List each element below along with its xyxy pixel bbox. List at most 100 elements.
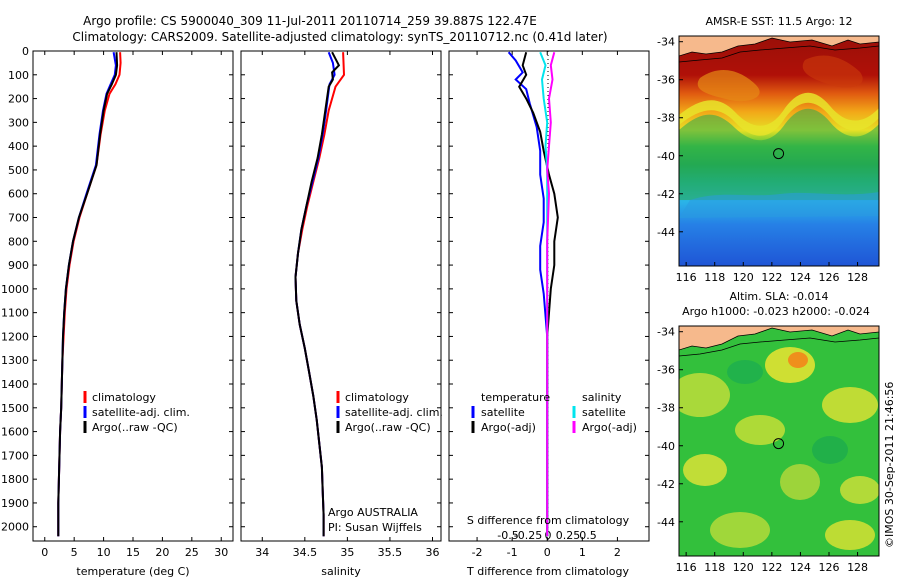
sst-shelf-contour (679, 45, 879, 63)
legend-label-argo: Argo(..raw -QC) (92, 421, 178, 434)
lat-tick-label: -40 (657, 150, 675, 163)
depth-tick-label: 400 (8, 140, 29, 153)
sst-green-meander (679, 108, 879, 200)
sla-land-mask (679, 326, 879, 351)
sst-cool-band (679, 192, 879, 218)
depth-tick-label: 1000 (1, 283, 29, 296)
depth-tick-label: 600 (8, 188, 29, 201)
salinity-difference-axis: -0.5-0.25 0 0.25 0.5 (497, 529, 596, 542)
lon-tick-label: 122 (761, 561, 782, 574)
sla-map-frame (678, 325, 880, 557)
x-tick-label: 0 (41, 546, 48, 559)
series-line-argo-raw-qc- (294, 51, 341, 537)
title-line-2: Climatology: CARS2009. Satellite-adjuste… (72, 30, 607, 44)
sst-map-frame (678, 35, 880, 267)
x-tick-label: 30 (214, 546, 228, 559)
legend-label-t-argo: Argo(-adj) (481, 421, 536, 434)
temperature-series (57, 52, 122, 537)
x-tick-label: 10 (97, 546, 111, 559)
title-line-1: Argo profile: CS 5900040_309 11-Jul-2011… (83, 14, 537, 28)
depth-tick-label: 1700 (1, 449, 29, 462)
x-tick-label: 1 (579, 546, 586, 559)
depth-tick-label: 1600 (1, 426, 29, 439)
lon-tick-label: 128 (847, 561, 868, 574)
sla-anomaly-patch (825, 520, 875, 550)
depth-tick-label: 800 (8, 235, 29, 248)
sst-map-panel: AMSR-E SST: 11.5 Argo: 12 116 118 120 122 12… (657, 15, 880, 284)
x-tick-label: 25 (185, 546, 199, 559)
temperature-axes-box (32, 50, 234, 542)
depth-tick-label: 2000 (1, 521, 29, 534)
series-line-t-satellite (507, 51, 549, 537)
s-tick-label: 0.25 (556, 529, 581, 542)
salinity-legend: climatology satellite-adj. clim. Argo(..… (336, 391, 443, 434)
depth-tick-label: 1100 (1, 307, 29, 320)
s-difference-label: S difference from climatology (467, 514, 630, 527)
sla-high-anomaly (788, 352, 808, 368)
sla-anomaly-patch (683, 454, 727, 486)
sla-anomaly-patch (735, 415, 785, 445)
legend-label-climatology: climatology (345, 391, 409, 404)
credit-label: ©IMOS 30-Sep-2011 21:46:56 (883, 382, 896, 548)
salinity-xlabel: salinity (321, 565, 361, 578)
lat-tick-label: -44 (657, 516, 675, 529)
difference-panel: -2 -1 0 1 2 -0.5-0.25 0 0.25 0.5 S difference f… (448, 50, 650, 578)
sla-low-anomaly (812, 436, 848, 464)
x-tick-label: 34 (255, 546, 269, 559)
legend-label-satellite: satellite-adj. clim. (345, 406, 443, 419)
series-line-s-argo-adj- (546, 51, 556, 537)
sst-warm-eddy (697, 70, 760, 102)
lat-tick-label: -36 (657, 74, 675, 87)
salinity-axes-box (240, 50, 442, 542)
sla-field (679, 326, 879, 556)
legend-label-satellite: satellite-adj. clim. (92, 406, 190, 419)
sst-warm-eddy (802, 55, 863, 88)
legend-title-salinity: salinity (582, 391, 622, 404)
x-tick-label: 2 (614, 546, 621, 559)
lat-tick-label: -42 (657, 478, 675, 491)
lon-tick-label: 118 (704, 271, 725, 284)
sst-longitude-axis: 116 118 120 122 124 126 128 (676, 262, 868, 284)
x-tick-label: -1 (507, 546, 518, 559)
legend-label-t-satellite: satellite (481, 406, 525, 419)
sla-shelf-contour (679, 337, 879, 357)
depth-tick-label: 1500 (1, 402, 29, 415)
x-tick-label: -2 (472, 546, 483, 559)
depth-tick-label: 700 (8, 212, 29, 225)
salinity-series (294, 51, 346, 537)
lon-tick-label: 120 (733, 271, 754, 284)
temperature-xlabel: temperature (deg C) (76, 565, 189, 578)
depth-tick-label: 1400 (1, 378, 29, 391)
sla-anomaly-patch (822, 387, 878, 423)
series-line-t-argo-adj- (518, 51, 559, 537)
sla-longitude-axis: 116 118 120 122 124 126 128 (676, 552, 868, 574)
depth-tick-label: 1900 (1, 497, 29, 510)
lon-tick-label: 124 (790, 561, 811, 574)
lat-tick-label: -44 (657, 226, 675, 239)
sla-latitude-axis: -34 -36 -38 -40 -42 -44 (657, 326, 683, 529)
difference-depth-ticks (449, 50, 649, 528)
difference-axes-box (448, 50, 650, 542)
depth-tick-label: 500 (8, 164, 29, 177)
lon-tick-label: 124 (790, 271, 811, 284)
argo-position-marker (773, 438, 785, 450)
lat-tick-label: -38 (657, 402, 675, 415)
x-tick-label: 34.5 (293, 546, 318, 559)
s-tick-label: -0.5 (497, 529, 518, 542)
depth-tick-label: 1300 (1, 354, 29, 367)
sst-map-title: AMSR-E SST: 11.5 Argo: 12 (705, 15, 852, 28)
depth-tick-label: 300 (8, 116, 29, 129)
series-line-argo-raw-qc- (57, 52, 119, 537)
sst-field (679, 36, 879, 266)
sla-anomaly-patch (840, 476, 879, 504)
sla-anomaly-patch (780, 464, 820, 500)
sla-map-title: Altim. SLA: -0.014 (729, 290, 828, 303)
sst-latitude-axis: -34 -36 -38 -40 -42 -44 (657, 36, 683, 239)
argo-position-marker (773, 148, 785, 160)
x-tick-label: 35.5 (378, 546, 403, 559)
salinity-depth-ticks (241, 50, 441, 528)
x-tick-label: 36 (425, 546, 439, 559)
lat-tick-label: -42 (657, 188, 675, 201)
lat-tick-label: -36 (657, 364, 675, 377)
depth-tick-label: 0 (22, 45, 29, 58)
